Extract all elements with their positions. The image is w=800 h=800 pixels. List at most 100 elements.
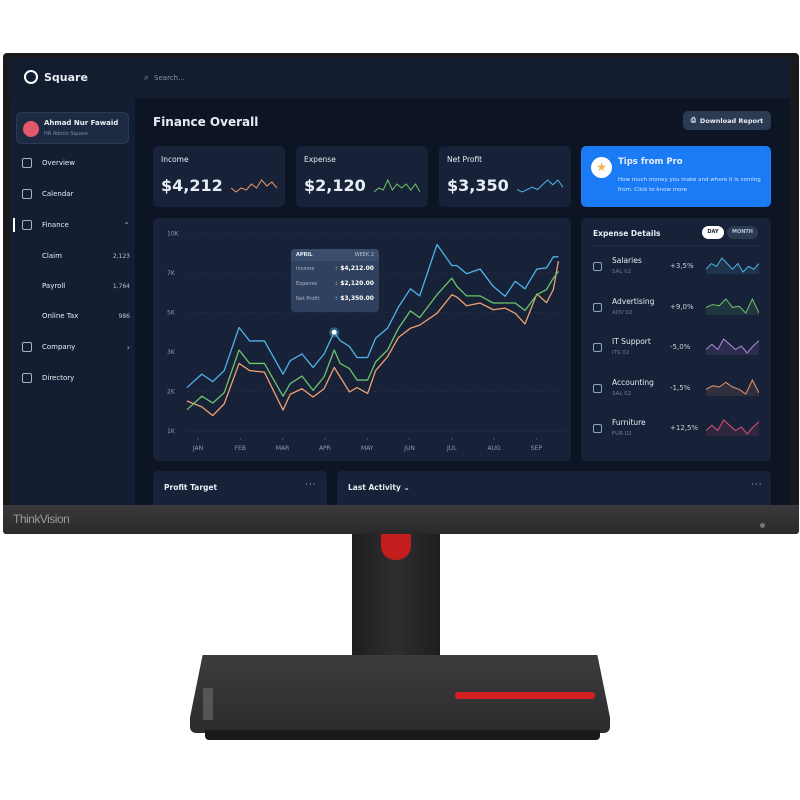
arrow-icon: ↓ xyxy=(334,280,339,287)
x-tick-label: FEB xyxy=(235,445,246,452)
expense-sparkline xyxy=(706,297,759,315)
active-indicator xyxy=(13,218,15,232)
x-tick-dot xyxy=(197,438,199,440)
sidebar-item-calendar[interactable]: Calendar xyxy=(22,187,130,201)
search-placeholder: Search... xyxy=(154,74,185,82)
kpi-sparkline xyxy=(374,178,420,193)
stand-red-ring xyxy=(381,534,411,560)
highlight-point[interactable] xyxy=(331,329,337,335)
kpi-label: Expense xyxy=(304,155,336,164)
x-tick-label: AUG xyxy=(488,445,501,452)
sidebar-item-online-tax[interactable]: Online Tax 986 xyxy=(22,309,130,323)
series-line xyxy=(186,271,559,411)
expense-details-card: Expense Details DAY MONTH Salaries SAL 02… xyxy=(581,218,771,461)
x-tick-label: SEP xyxy=(531,445,543,452)
x-tick-label: JAN xyxy=(192,445,203,452)
x-tick-dot xyxy=(493,438,495,440)
base-red-strip xyxy=(455,692,595,699)
tooltip-label: Income xyxy=(296,265,315,272)
x-tick-label: MAY xyxy=(361,445,374,452)
app-logo[interactable]: Square xyxy=(24,70,88,84)
calendar-icon xyxy=(22,189,32,199)
tooltip-month: APRIL xyxy=(296,252,313,258)
page-title: Finance Overall xyxy=(153,115,259,129)
nav-label: Calendar xyxy=(42,190,74,198)
kpi-card-income: Income $4,212 xyxy=(153,146,285,207)
x-tick-dot xyxy=(535,438,538,440)
file-download-icon: ⎙ xyxy=(690,116,696,124)
tips-card[interactable]: ★ Tips from Pro How much money you make … xyxy=(581,146,771,207)
nav-count: 2,123 xyxy=(112,252,130,260)
sidebar-item-payroll[interactable]: Payroll 1,764 xyxy=(22,279,130,293)
top-bar xyxy=(10,58,790,98)
last-activity-card: Last Activity ⌄ ··· xyxy=(337,471,771,505)
sidebar-item-directory[interactable]: Directory xyxy=(22,371,130,385)
dollar-book-icon xyxy=(22,220,32,230)
last-activity-dropdown[interactable]: Last Activity ⌄ xyxy=(348,483,410,492)
x-tick-dot xyxy=(239,438,241,440)
expense-row[interactable]: IT Support ITS 02 -5,0% xyxy=(593,337,763,365)
y-tick-label: 2K xyxy=(167,389,176,396)
sparkline-line xyxy=(374,178,420,193)
kpi-label: Net Profit xyxy=(447,155,483,164)
sidebar-item-overview[interactable]: Overview xyxy=(22,156,130,170)
tooltip-label: Net Profit xyxy=(296,295,320,302)
kpi-value: $2,120 xyxy=(304,176,366,195)
tooltip-row: Net Profit ↑ $3,350.00 xyxy=(291,291,379,306)
toggle-day[interactable]: DAY xyxy=(702,226,724,239)
kpi-sparkline xyxy=(231,179,277,193)
user-card[interactable]: Ahmad Nur Fawaid HR Admin Square xyxy=(16,112,129,144)
toggle-month[interactable]: MONTH xyxy=(727,226,758,239)
profit-target-title: Profit Target xyxy=(164,483,218,492)
user-name: Ahmad Nur Fawaid xyxy=(44,119,119,127)
more-icon[interactable]: ··· xyxy=(751,480,763,490)
briefcase-icon xyxy=(22,342,32,352)
home-icon xyxy=(593,424,602,433)
power-button[interactable] xyxy=(760,523,765,528)
lenovo-logo xyxy=(203,688,213,720)
expense-row[interactable]: Furniture FUR 02 +12,5% xyxy=(593,418,763,446)
sparkline-line xyxy=(706,378,759,395)
screen: Square ⌕ Search... Ahmad Nur Fawaid HR A… xyxy=(10,58,790,505)
chart-card: 1K 2K 3K 5K 7K 10K JAN FEB MAR APR MAY JUN JUL AUG SEP… xyxy=(153,218,571,461)
expense-details-title: Expense Details xyxy=(593,229,661,238)
sparkline-line xyxy=(706,338,759,354)
expense-row[interactable]: Salaries SAL 02 +3,5% xyxy=(593,256,763,284)
series-line xyxy=(186,261,560,417)
tips-body: How much money you make and where it is … xyxy=(618,177,761,193)
sidebar-item-claim[interactable]: Claim 2,123 xyxy=(22,249,130,263)
expense-row[interactable]: Advertising ADV 02 +9,0% xyxy=(593,297,763,325)
x-tick-dot xyxy=(281,438,284,440)
kpi-sparkline xyxy=(517,179,563,193)
x-tick-label: JUL xyxy=(446,445,457,452)
nav-label: Online Tax xyxy=(42,312,79,320)
last-activity-title: Last Activity xyxy=(348,483,401,492)
sparkline-area xyxy=(706,258,759,274)
search-input[interactable]: ⌕ Search... xyxy=(144,73,185,83)
download-report-button[interactable]: ⎙ Download Report xyxy=(683,111,771,130)
kpi-value: $4,212 xyxy=(161,176,223,195)
expense-sparkline xyxy=(706,419,759,436)
expense-change: -1,5% xyxy=(670,383,691,392)
chart-tooltip: APRIL WEEK 2 Income ↑ $4,212.00 Expense ↓ $2,1… xyxy=(291,249,379,312)
series-line xyxy=(186,243,559,389)
tips-title: Tips from Pro xyxy=(618,157,683,167)
chevron-right-icon: › xyxy=(126,342,130,352)
table-icon xyxy=(593,383,602,393)
sidebar-item-company[interactable]: Company › xyxy=(22,340,130,354)
star-icon: ★ xyxy=(591,157,612,178)
nav-label: Payroll xyxy=(42,282,66,290)
kpi-card-net-profit: Net Profit $3,350 xyxy=(439,146,571,207)
contact-book-icon xyxy=(22,373,32,383)
nav-label: Company xyxy=(42,343,76,351)
x-tick-dot xyxy=(408,438,411,440)
x-tick-dot xyxy=(451,438,453,440)
more-icon[interactable]: ··· xyxy=(305,480,317,490)
nav-label: Finance xyxy=(42,221,69,229)
kpi-value: $3,350 xyxy=(447,176,509,195)
kpi-card-expense: Expense $2,120 xyxy=(296,146,428,207)
sidebar-item-finance[interactable]: Finance ⌃ xyxy=(22,218,130,232)
x-tick-dot xyxy=(366,438,368,440)
tooltip-value: $4,212.00 xyxy=(340,265,374,272)
expense-row[interactable]: Accounting SAL 02 -1,5% xyxy=(593,378,763,406)
